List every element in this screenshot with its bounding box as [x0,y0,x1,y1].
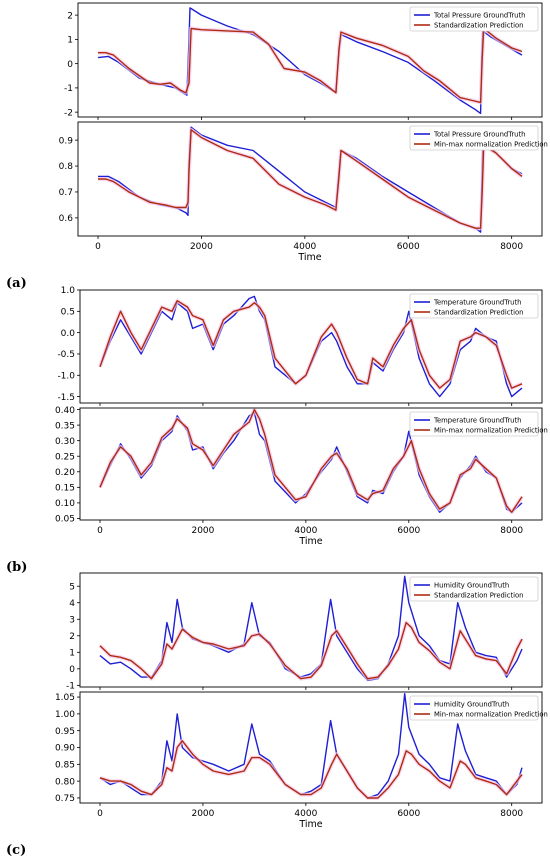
y-tick-label-c: 3 [69,615,75,625]
legend-box-a [409,6,539,32]
axes-frame-c [79,572,543,688]
x-tick-label-c2: 8000 [500,809,523,819]
x-tick-label-a2: 6000 [397,242,420,252]
legend-label-a: Standardization Prediction [434,22,524,30]
y-tick-label-c2: 0.75 [55,794,75,804]
series-line-c-1 [99,621,523,680]
y-tick-label-a: -2 [64,108,73,118]
y-tick-label-c2: 0.85 [55,761,75,771]
y-tick-label-c2: 1.00 [55,710,75,720]
y-tick-label-c2: 0.80 [55,777,75,787]
x-tick-label-c2: 0 [97,809,103,819]
x-tick-label-b2: 6000 [397,526,420,536]
y-tick-label-b2: 0.15 [55,484,75,494]
y-tick-label-b2: 0.35 [55,421,75,431]
y-tick-label-c: 0 [69,665,75,675]
y-tick-label-b2: 0.30 [55,437,75,447]
x-tick-label-a2: 4000 [293,242,316,252]
panel-label-b: (b) [6,560,28,575]
y-tick-label-c: 4 [69,599,75,609]
series-line-a2-1 [98,129,523,229]
y-tick-label-b: 0.5 [61,308,75,318]
y-tick-label-c2: 0.95 [55,727,75,737]
axes-frame-a [77,2,543,118]
x-tick-label-b2: 2000 [191,526,214,536]
legend-label-c2: Min-max normalization Prediction [434,711,548,719]
y-tick-label-a2: 0.8 [59,162,74,172]
y-tick-label-c2: 1.05 [55,693,75,703]
x-tick-label-a2: 2000 [190,242,213,252]
y-tick-label-b: 0.0 [61,329,76,339]
legend-label-c2: Humidity GroundTruth [434,701,509,709]
legend-box-b [409,293,539,319]
legend-box-a2 [409,125,539,151]
series-line-b2-1 [99,408,523,513]
y-tick-label-c: 2 [69,632,75,642]
y-tick-label-b2: 0.10 [55,499,75,509]
x-tick-label-c2: 6000 [397,809,420,819]
legend-label-b: Temperature GroundTruth [433,299,521,307]
y-tick-label-a2: 0.7 [59,188,73,198]
series-line-b-1 [99,300,523,389]
y-tick-label-a: 2 [67,11,73,21]
x-axis-label-c2: Time [298,819,322,830]
y-tick-label-b2: 0.05 [55,515,75,525]
x-tick-label-b2: 4000 [294,526,317,536]
y-tick-label-a: -1 [64,84,73,94]
y-tick-label-c: 1 [69,649,75,659]
y-tick-label-a2: 0.6 [59,214,74,224]
series-line-c2-1 [99,740,523,799]
series-shadow-c-1 [98,620,524,681]
y-tick-label-c2: 0.90 [55,744,75,754]
legend-label-a2: Total Pressure GroundTruth [433,131,525,139]
panel-label-c: (c) [6,843,27,858]
panel-label-a: (a) [6,276,27,291]
y-tick-label-c: -1 [66,682,75,692]
series-line-a-1 [98,27,523,104]
legend-box-b2 [409,411,539,437]
y-tick-label-b: -1.5 [57,393,75,403]
x-tick-label-c2: 2000 [191,809,214,819]
y-tick-label-c: 5 [69,582,75,592]
x-tick-label-b2: 0 [97,526,103,536]
series-shadow-a-1 [98,26,523,105]
y-tick-label-a: 0 [67,60,73,70]
y-tick-label-b: -0.5 [57,350,75,360]
legend-label-b: Standardization Prediction [434,309,524,317]
x-tick-label-c2: 4000 [294,809,317,819]
legend-box-c2 [409,695,539,721]
y-tick-label-b2: 0.20 [55,468,75,478]
legend-label-b2: Min-max normalization Prediction [434,427,548,435]
x-axis-label-b2: Time [298,536,322,547]
y-tick-label-b2: 0.40 [55,406,75,416]
y-tick-label-a: 1 [67,36,73,46]
legend-label-c: Humidity GroundTruth [434,582,509,590]
legend-label-a: Total Pressure GroundTruth [433,12,525,20]
legend-box-c [409,576,539,602]
axes-frame-b2 [79,407,543,521]
x-tick-label-b2: 8000 [500,526,523,536]
legend-label-a2: Min-max normalization Prediction [434,141,548,149]
x-tick-label-a2: 8000 [500,242,523,252]
y-tick-label-b: 1.0 [61,286,76,296]
axes-frame-a2 [77,121,543,237]
y-tick-label-b2: 0.25 [55,452,75,462]
legend-label-b2: Temperature GroundTruth [433,417,521,425]
legend-label-c: Standardization Prediction [434,592,524,600]
x-axis-label-a2: Time [297,252,321,263]
y-tick-label-b: -1.0 [57,371,75,381]
x-tick-label-a2: 0 [95,242,101,252]
axes-frame-b [79,289,543,404]
y-tick-label-a2: 0.9 [59,136,74,146]
